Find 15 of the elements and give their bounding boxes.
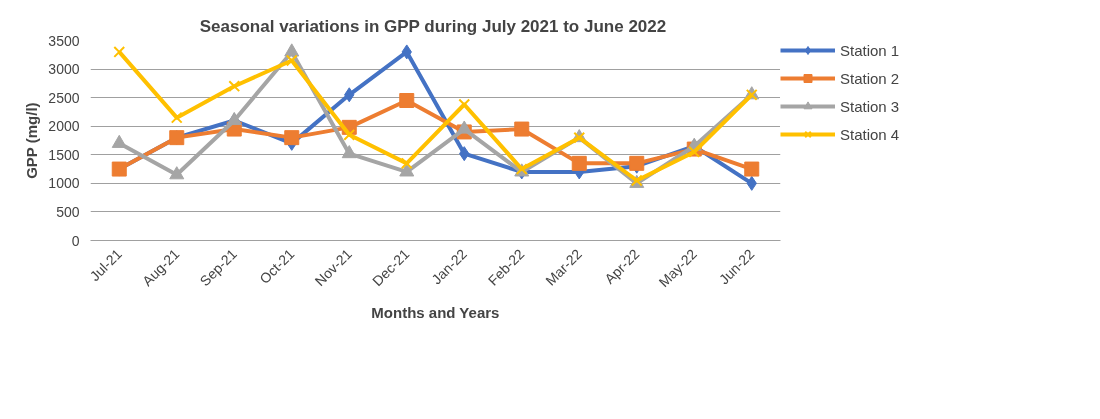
legend-label: Station 4: [840, 125, 900, 143]
y-tick-label: 2000: [48, 118, 80, 135]
legend-label: Station 1: [840, 41, 900, 59]
chart-title: Seasonal variations in GPP during July 2021 to June 2022: [199, 16, 667, 36]
y-tick-label: 1000: [48, 175, 80, 192]
y-tick-label: 3500: [48, 32, 80, 49]
y-tick-label: 2500: [48, 89, 80, 106]
y-tick-label: 3000: [48, 61, 80, 78]
legend-label: Station 3: [840, 97, 900, 115]
y-tick-label: 0: [71, 232, 80, 249]
x-axis-title: Months and Years: [371, 303, 500, 321]
legend-label: Station 2: [840, 69, 900, 87]
y-tick-label: 500: [56, 203, 80, 220]
y-axis-title: GPP (mg/l): [23, 102, 41, 179]
y-tick-label: 1500: [48, 146, 80, 163]
